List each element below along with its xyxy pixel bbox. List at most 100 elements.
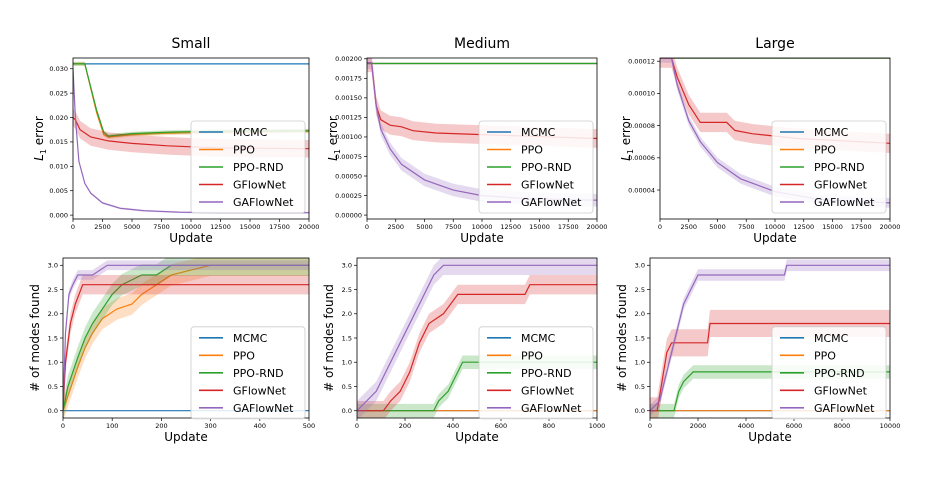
legend-label: MCMC xyxy=(814,126,849,139)
legend-label: GFlowNet xyxy=(233,384,287,397)
legend-box xyxy=(478,326,594,420)
x-tick-label: 100 xyxy=(106,422,118,430)
y-tick-label: 0.030 xyxy=(49,65,68,73)
x-tick-label: 17500 xyxy=(851,223,872,231)
series-gaflownet xyxy=(63,264,309,411)
legend: MCMC PPO PPO-RND GFlowNet GAFlowNet xyxy=(478,120,594,214)
y-tick-label: 0.025 xyxy=(49,89,68,97)
chart-title: Medium xyxy=(454,36,510,52)
band-gflownet xyxy=(357,275,597,418)
x-axis-label: Update xyxy=(169,231,212,245)
series-ppo-rnd xyxy=(357,361,597,412)
legend-label: PPO-RND xyxy=(814,161,865,174)
y-tick-label: 2.5 xyxy=(48,286,58,294)
legend-label: PPO xyxy=(814,144,836,157)
x-tick-label: 17500 xyxy=(269,223,290,231)
x-axis-label: Update xyxy=(455,430,498,444)
y-tick-label: 0.005 xyxy=(49,187,68,195)
x-tick-label: 0 xyxy=(355,422,359,430)
axes-frame xyxy=(649,257,891,419)
legend-label: GFlowNet xyxy=(233,179,287,192)
y-tick-label: 0.00008 xyxy=(628,122,655,130)
y-axis-label: # of modes found xyxy=(322,284,336,392)
axes-frame xyxy=(62,257,310,419)
y-tick-label: 2.0 xyxy=(635,310,645,318)
legend-label: PPO-RND xyxy=(521,367,572,380)
axes-frame xyxy=(366,57,598,220)
y-tick-label: 1.5 xyxy=(48,334,58,342)
x-tick-label: 7500 xyxy=(738,223,755,231)
x-tick-label: 0 xyxy=(365,223,369,231)
legend-label: MCMC xyxy=(521,126,556,139)
legend-label: PPO-RND xyxy=(814,367,865,380)
y-tick-label: 1.5 xyxy=(635,334,645,342)
series-gflownet xyxy=(660,58,890,144)
legend-label: GAFlowNet xyxy=(814,196,875,209)
legend-label: GFlowNet xyxy=(521,384,575,397)
legend-label: PPO-RND xyxy=(233,161,284,174)
legend-box xyxy=(190,326,306,420)
x-tick-label: 10000 xyxy=(181,223,202,231)
y-tick-label: 0.00100 xyxy=(335,133,362,141)
x-tick-label: 6000 xyxy=(786,422,803,430)
series-ppo xyxy=(63,264,309,411)
y-tick-label: 0.015 xyxy=(49,138,68,146)
series-gflownet xyxy=(63,284,309,411)
x-tick-label: 12500 xyxy=(793,223,814,231)
legend-label: GFlowNet xyxy=(814,179,868,192)
band-ppo-rnd xyxy=(63,258,309,418)
band-ppo xyxy=(63,258,309,418)
series-ppo-rnd xyxy=(650,371,890,412)
x-tick-label: 2500 xyxy=(94,223,111,231)
series-gaflownet xyxy=(73,68,309,214)
x-tick-label: 4000 xyxy=(738,422,755,430)
legend: MCMC PPO PPO-RND GFlowNet GAFlowNet xyxy=(478,326,594,420)
x-tick-label: 0 xyxy=(648,422,652,430)
y-tick-label: 3.0 xyxy=(342,262,352,270)
y-tick-label: 2.5 xyxy=(635,286,645,294)
x-tick-label: 400 xyxy=(447,422,459,430)
chart-medium-error: Medium 0 2500 5000 7500 10000 12500 15000 17500 2… xyxy=(326,36,607,245)
y-tick-label: 1.0 xyxy=(635,359,645,367)
chart-small-modes: 0 100 200 300 400 500 0.0 0.5 1.0 1.5 2.0 2.5 3.0 Upd… xyxy=(28,257,315,444)
axes-frame xyxy=(356,257,598,419)
legend-label: GFlowNet xyxy=(521,179,575,192)
y-tick-label: 0.00200 xyxy=(335,55,362,63)
x-tick-label: 200 xyxy=(399,422,411,430)
x-tick-label: 5000 xyxy=(416,223,433,231)
band-gflownet xyxy=(660,58,890,153)
x-tick-label: 5000 xyxy=(124,223,141,231)
x-tick-label: 17500 xyxy=(558,223,579,231)
legend-label: PPO xyxy=(233,349,255,362)
y-axis-label: L1 error xyxy=(326,116,342,161)
x-tick-label: 20000 xyxy=(587,223,608,231)
x-axis-label: Update xyxy=(164,430,207,444)
x-axis-label: Update xyxy=(460,231,503,245)
x-tick-label: 5000 xyxy=(709,223,726,231)
legend-label: PPO xyxy=(233,144,255,157)
x-tick-label: 12500 xyxy=(500,223,521,231)
band-gaflownet xyxy=(63,260,309,416)
legend-label: GAFlowNet xyxy=(233,196,294,209)
x-tick-label: 20000 xyxy=(299,223,320,231)
series-gaflownet xyxy=(650,264,890,412)
x-tick-label: 800 xyxy=(543,422,555,430)
legend-label: MCMC xyxy=(814,332,849,345)
y-tick-label: 1.0 xyxy=(342,359,352,367)
chart-small-error: Small 0 2500 5000 7500 10000 12500 15000 17500 20… xyxy=(32,36,319,245)
y-tick-label: 0.0 xyxy=(635,407,645,415)
y-tick-label: 2.5 xyxy=(342,286,352,294)
x-tick-label: 20000 xyxy=(880,223,901,231)
x-tick-label: 300 xyxy=(204,422,216,430)
legend: MCMC PPO PPO-RND GFlowNet GAFlowNet xyxy=(771,326,887,420)
x-tick-label: 10000 xyxy=(880,422,901,430)
legend-label: PPO xyxy=(814,349,836,362)
band-gflownet xyxy=(367,58,597,148)
y-tick-label: 0.00025 xyxy=(335,192,362,200)
x-tick-label: 200 xyxy=(155,422,167,430)
x-tick-label: 12500 xyxy=(210,223,231,231)
x-tick-label: 8000 xyxy=(834,422,851,430)
x-tick-label: 2500 xyxy=(680,223,697,231)
y-tick-label: 0.010 xyxy=(49,163,68,171)
